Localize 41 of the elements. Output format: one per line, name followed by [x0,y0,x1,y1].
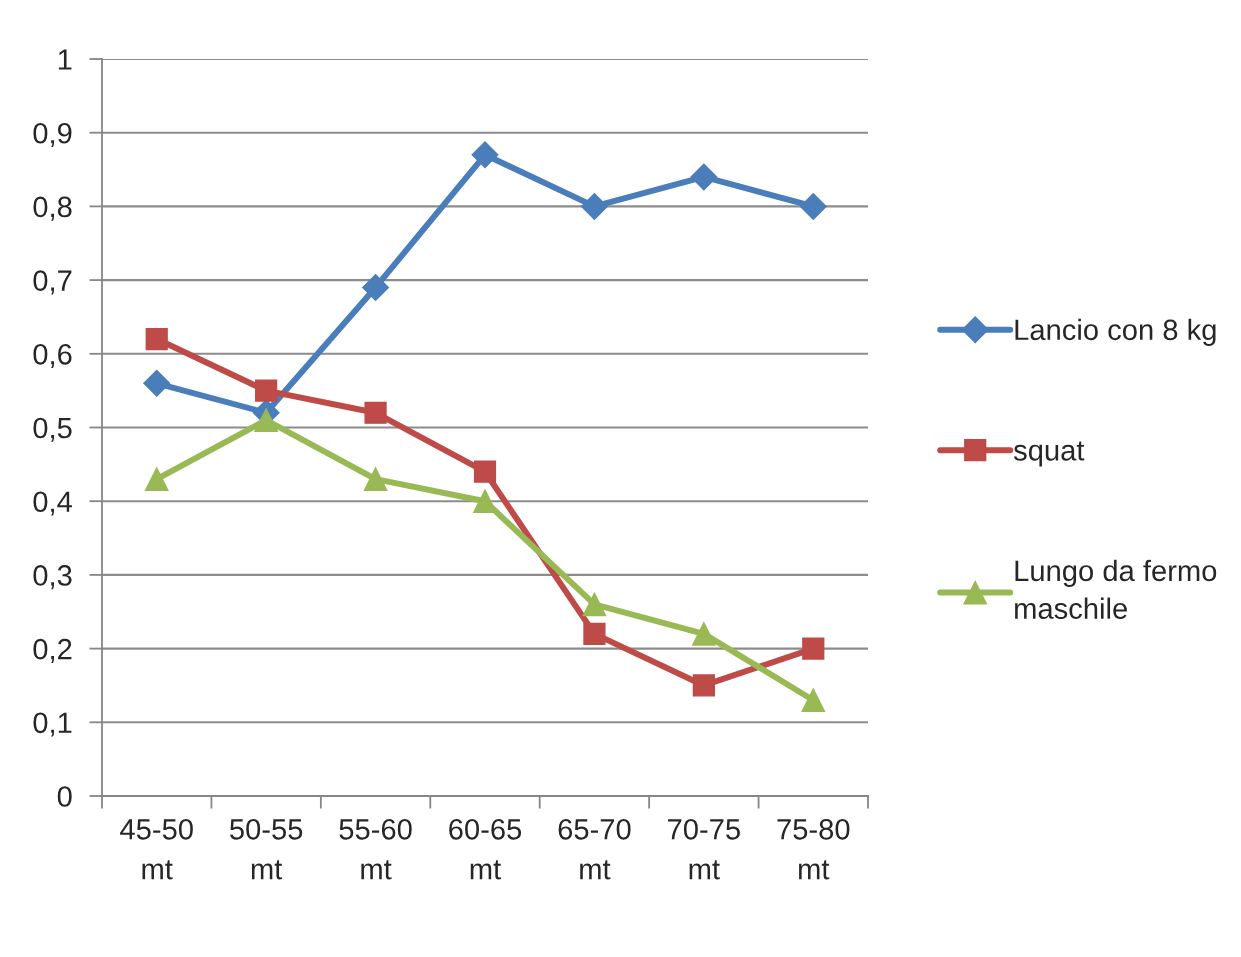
point [473,460,497,483]
point [692,674,715,697]
x-tick-label: 50-55 mt [230,818,303,880]
y-tick-label: 0,6 [33,344,72,369]
y-tick-label: 0,4 [33,491,72,516]
point [144,467,169,491]
point [471,141,499,169]
point [362,274,390,301]
point [580,192,608,220]
y-tick-label: 0,7 [33,270,72,295]
point [473,489,497,514]
legend-label: squat [1013,441,1085,467]
point [363,467,388,491]
point [582,592,607,617]
point [145,327,168,351]
x-tick-label: 55-60 mt [339,818,412,880]
point [802,637,825,660]
y-tick-label: 0 [57,786,72,807]
point [801,688,826,712]
y-tick-label: 0,9 [33,122,72,147]
y-tick-label: 0,1 [33,712,72,737]
point [799,192,827,220]
y-tick-label: 1 [58,49,72,70]
legend-label: Lancio con 8 kg [1015,318,1216,346]
point [583,622,606,645]
point [364,401,387,424]
point [255,379,278,402]
y-tick-label: 0,5 [33,417,72,442]
x-tick-label: 60-65 mt [449,818,522,880]
x-tick-label: 75-80 mt [777,818,850,880]
point [143,369,171,397]
x-tick-label: 45-50 mt [120,818,193,880]
y-tick-label: 0,8 [33,196,72,221]
y-tick-label: 0,2 [33,638,72,663]
point [692,622,716,646]
x-tick-label: 65-70 mt [558,818,631,880]
legend-label: Lungo da fermo maschile [1015,559,1217,619]
y-tick-label: 0,3 [33,565,72,590]
point [690,163,718,191]
x-tick-label: 70-75 mt [668,818,740,880]
point [254,408,278,432]
